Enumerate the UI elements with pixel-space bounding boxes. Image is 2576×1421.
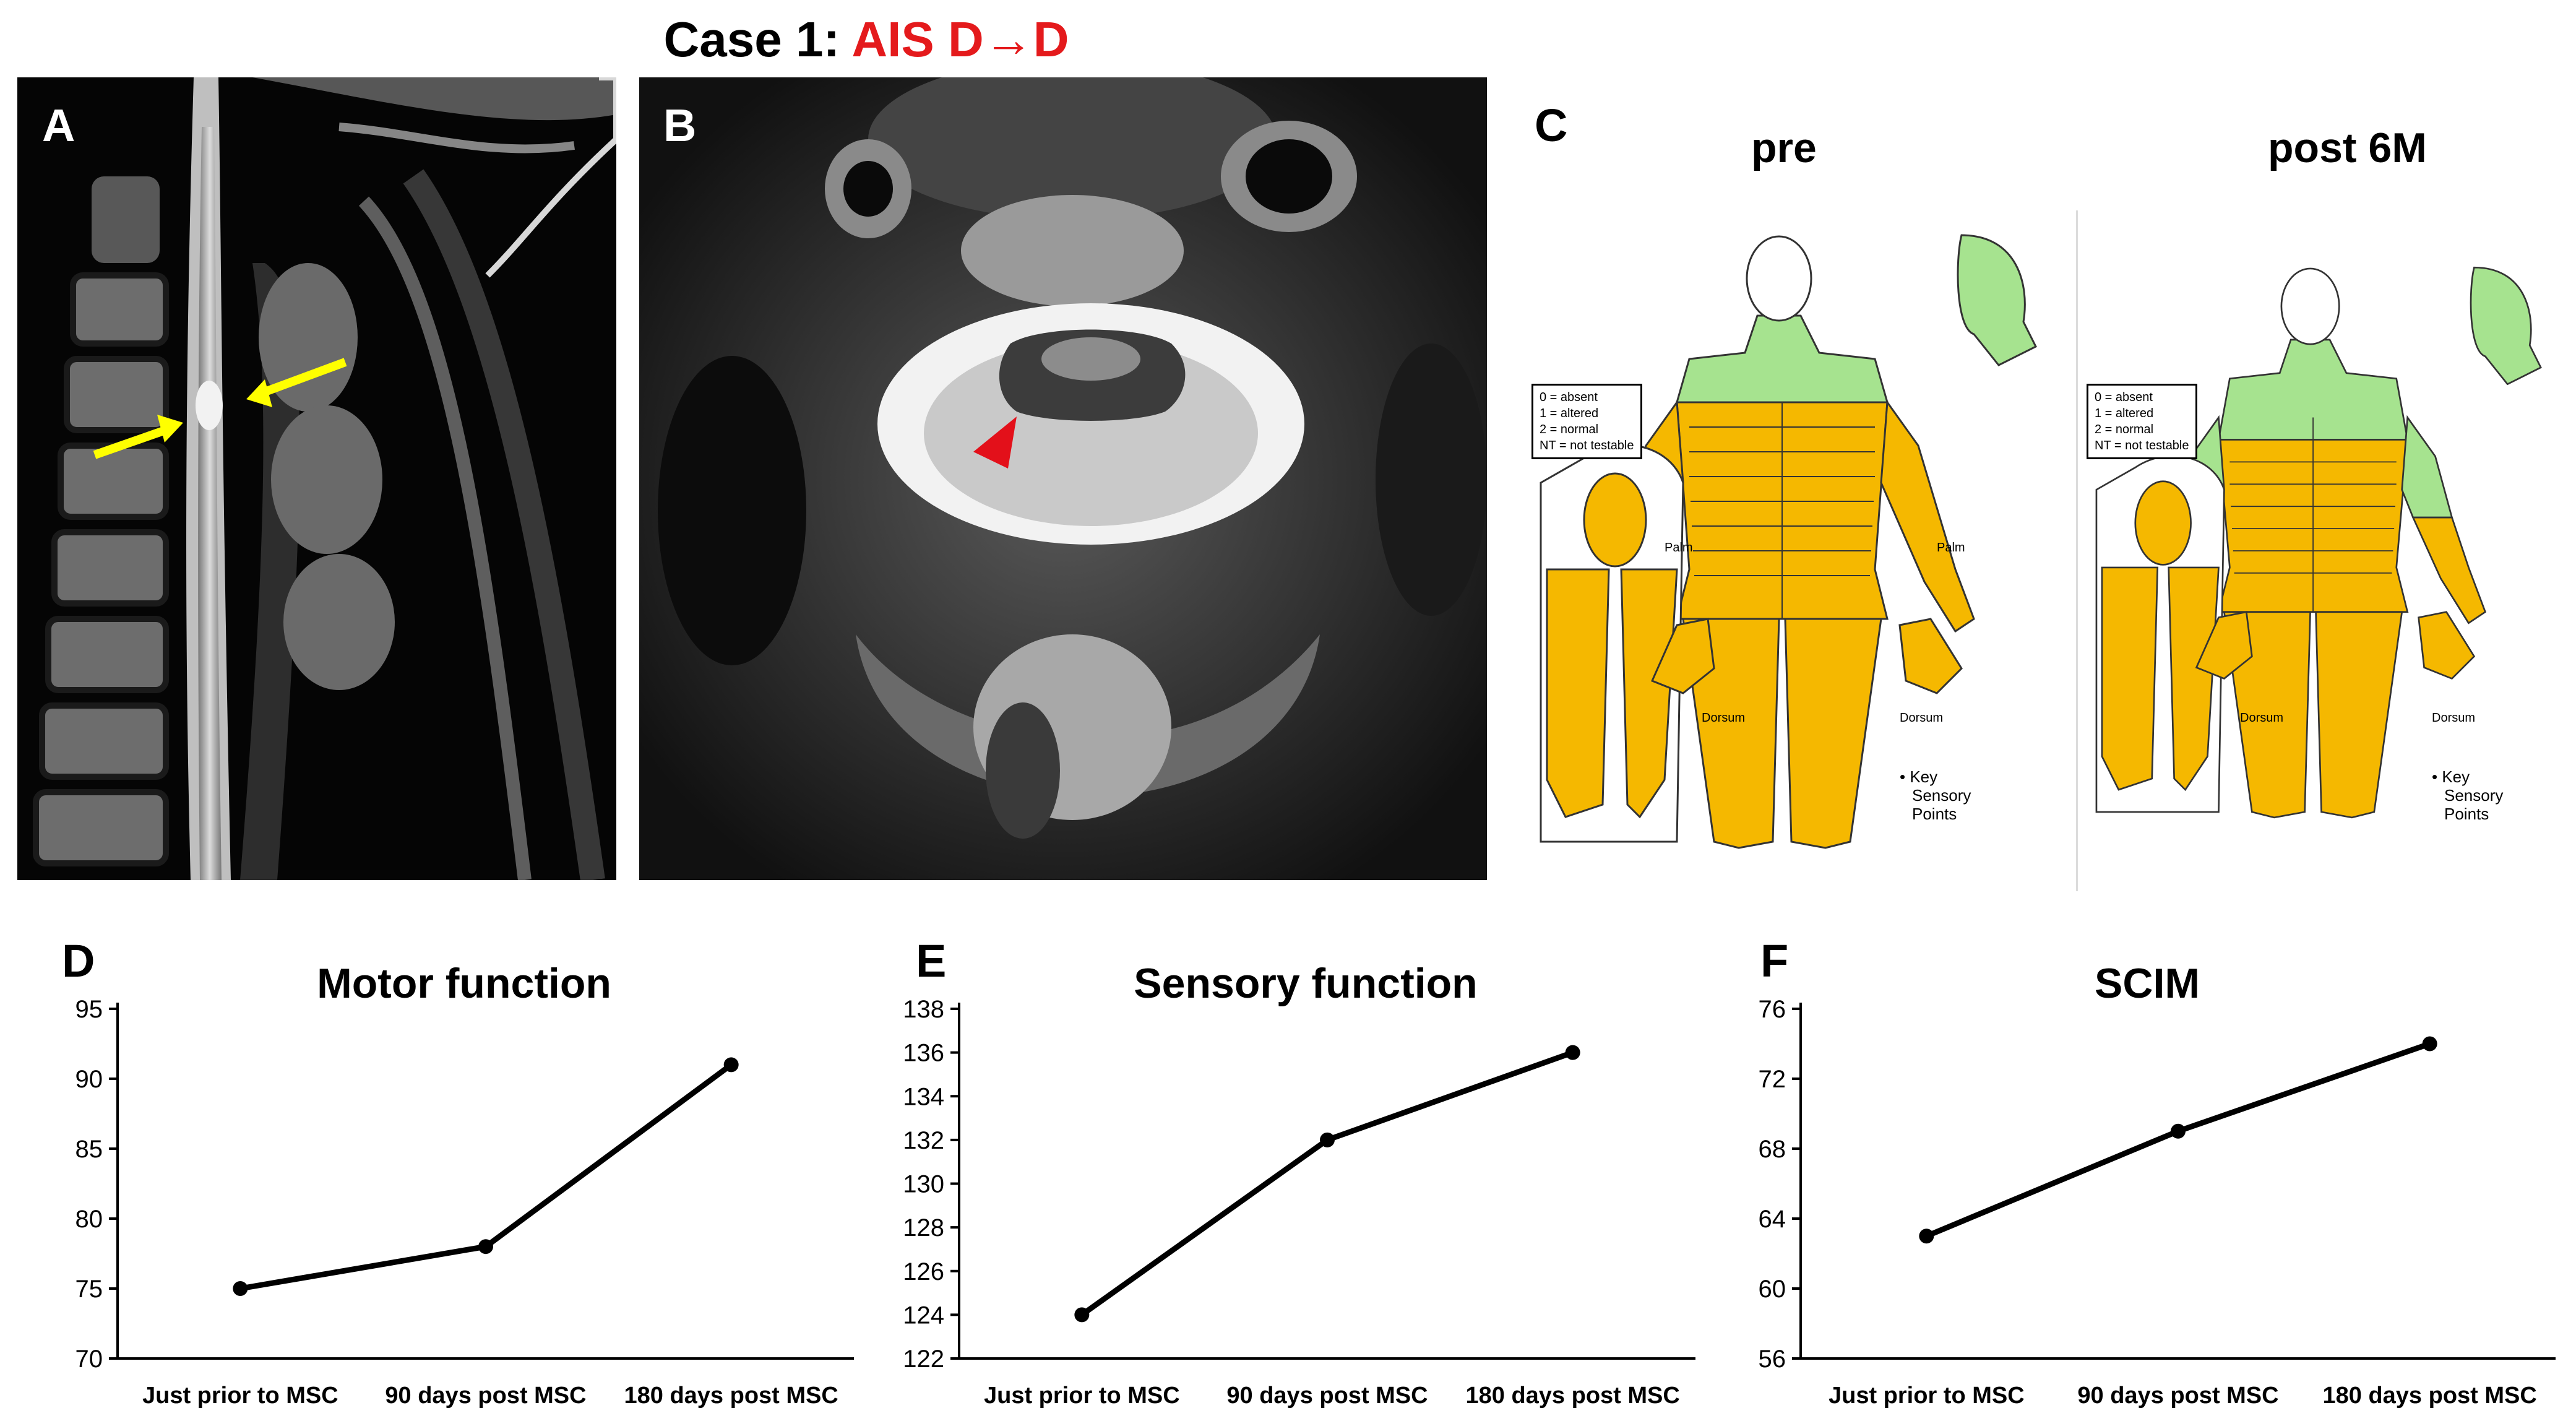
panel-a-mri <box>17 77 616 880</box>
key-points-line: Points <box>1912 805 1957 823</box>
dermatome-legend-post: 0 = absent 1 = altered 2 = normal NT = n… <box>2087 384 2197 459</box>
dorsum-label-pre-right: Dorsum <box>1900 711 1944 725</box>
scim-y-tick-label: 60 <box>1759 1276 1786 1303</box>
key-points-line: Sensory <box>1912 786 1971 805</box>
scim-data-point <box>2171 1123 2186 1139</box>
motor-y-tick-label: 80 <box>75 1206 103 1233</box>
panel-b-mri <box>639 77 1487 880</box>
scim-series-line <box>1925 1041 2431 1239</box>
sensory-x-tick-label: 90 days post MSC <box>1226 1383 1428 1409</box>
title-prefix: Case 1: <box>663 12 852 67</box>
motor-y-tick-label: 90 <box>75 1066 103 1093</box>
chart-motor-function: 70 75 80 85 90 95 Just prior to MSC 90 days pos… <box>75 996 854 1409</box>
chart-title-scim: SCIM <box>2095 960 2200 1007</box>
legend-item: 2 = normal <box>2095 423 2154 436</box>
sensory-y-tick-label: 126 <box>903 1258 944 1285</box>
dorsum-label-post: Dorsum <box>2240 711 2284 725</box>
arrow-icon <box>93 358 347 459</box>
body-front-post <box>2140 267 2486 819</box>
sensory-y-tick-label: 130 <box>903 1171 944 1198</box>
motor-y-tick-label: 95 <box>75 996 103 1023</box>
motor-x-tick-label: 90 days post MSC <box>385 1383 586 1409</box>
scim-y-tick-label: 72 <box>1759 1066 1786 1093</box>
sensory-series-line <box>1080 1050 1574 1318</box>
palm-label-pre: Palm <box>1665 541 1693 555</box>
legend-item: NT = not testable <box>2095 439 2189 452</box>
legend-item: 1 = altered <box>1540 407 1599 420</box>
panel-letter-b: B <box>663 100 697 151</box>
dorsum-label-pre: Dorsum <box>1702 711 1746 725</box>
sensory-y-tick-label: 124 <box>903 1302 944 1329</box>
motor-data-point <box>478 1239 493 1255</box>
legend-item: 0 = absent <box>2095 391 2153 404</box>
panel-letter-f: F <box>1760 935 1789 987</box>
legend-item: 2 = normal <box>1540 423 1599 436</box>
motor-data-point <box>233 1281 248 1296</box>
key-sensory-points-post: • Key Sensory Points <box>2432 767 2503 823</box>
motor-y-tick-label: 70 <box>75 1345 103 1373</box>
sensory-y-tick-label: 138 <box>903 996 944 1023</box>
panel-letter-a: A <box>42 100 75 151</box>
legend-item: NT = not testable <box>1540 439 1634 452</box>
post-6m-label: post 6M <box>2268 124 2427 171</box>
sagittal-mri-image <box>17 77 616 880</box>
sensory-x-tick-label: Just prior to MSC <box>984 1383 1180 1409</box>
sensory-y-tick-label: 132 <box>903 1127 944 1154</box>
chart-sensory-function: 122 124 126 128 130 132 134 136 138 Just prior to… <box>903 996 1695 1409</box>
motor-data-point <box>723 1057 739 1073</box>
chart-scim: 56 60 64 68 72 76 Just prior to MSC 90 days pos… <box>1759 996 2556 1409</box>
motor-y-tick-label: 85 <box>75 1136 103 1163</box>
chart-title-motor: Motor function <box>317 960 611 1007</box>
panel-letter-e: E <box>916 935 947 987</box>
scim-y-tick-label: 56 <box>1759 1345 1786 1373</box>
scim-y-tick-label: 64 <box>1759 1206 1786 1233</box>
scim-y-tick-label: 68 <box>1759 1136 1786 1163</box>
scim-x-tick-label: 90 days post MSC <box>2077 1383 2278 1409</box>
dermatome-legend-pre: 0 = absent 1 = altered 2 = normal NT = n… <box>1531 384 1642 459</box>
motor-y-tick-label: 75 <box>75 1276 103 1303</box>
scim-y-tick-label: 76 <box>1759 996 1786 1023</box>
palm-label-pre-right: Palm <box>1937 541 1965 555</box>
panel-divider <box>2076 210 2078 891</box>
chart-title-sensory: Sensory function <box>1134 960 1478 1007</box>
motor-x-tick-label: 180 days post MSC <box>624 1383 838 1409</box>
sensory-data-point <box>1074 1307 1090 1323</box>
sensory-y-tick-label: 134 <box>903 1083 944 1110</box>
scim-data-point <box>1919 1229 1934 1244</box>
key-points-line: • Key <box>1900 767 1938 786</box>
title-highlight: AIS D→D <box>851 12 1069 67</box>
pre-label: pre <box>1751 124 1817 171</box>
sensory-y-tick-label: 122 <box>903 1345 944 1373</box>
sensory-data-point <box>1320 1132 1335 1147</box>
motor-x-tick-label: Just prior to MSC <box>142 1383 338 1409</box>
panel-letter-d: D <box>62 935 95 987</box>
legend-item: 0 = absent <box>1540 391 1598 404</box>
scim-data-point <box>2422 1036 2437 1052</box>
sensory-y-tick-label: 136 <box>903 1040 944 1067</box>
legend-item: 1 = altered <box>2095 407 2154 420</box>
dorsum-label-post-right: Dorsum <box>2432 711 2476 725</box>
sensory-y-tick-label: 128 <box>903 1214 944 1242</box>
axial-mri-image <box>639 77 1487 880</box>
sensory-x-tick-label: 180 days post MSC <box>1465 1383 1679 1409</box>
key-sensory-points-pre: • Key Sensory Points <box>1900 767 1971 823</box>
sensory-data-point <box>1565 1045 1580 1060</box>
key-points-line: • Key <box>2432 767 2470 786</box>
panel-letter-c: C <box>1535 100 1568 151</box>
key-points-line: Sensory <box>2444 786 2504 805</box>
dermatome-chart-pre <box>1540 234 2038 849</box>
scim-x-tick-label: 180 days post MSC <box>2322 1383 2536 1409</box>
arrowhead-icon <box>973 417 1017 469</box>
dermatome-chart-post <box>2095 266 2542 819</box>
figure-title: Case 1: AIS D→D <box>0 11 1733 68</box>
motor-series-line <box>239 1062 733 1292</box>
scim-x-tick-label: Just prior to MSC <box>1829 1383 2025 1409</box>
key-points-line: Points <box>2444 805 2489 823</box>
